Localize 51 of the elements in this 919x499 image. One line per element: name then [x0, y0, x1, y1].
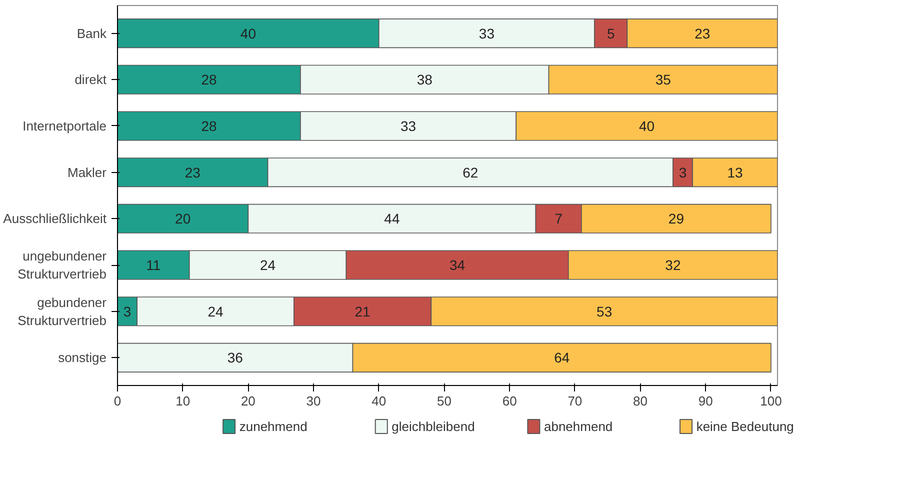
x-tick-label: 70	[568, 394, 582, 408]
y-tick-label: direkt	[74, 72, 107, 88]
data-label: 23	[184, 164, 201, 180]
data-label: 35	[655, 72, 672, 88]
data-label: 29	[668, 210, 684, 227]
legend-label: zunehmend	[239, 419, 308, 434]
y-tick-label: Bank	[76, 26, 107, 41]
x-tick-label: 80	[633, 394, 648, 408]
data-label: 7	[554, 210, 563, 227]
data-label: 3	[678, 164, 687, 180]
x-tick-label: 60	[502, 394, 517, 408]
data-label: 24	[208, 303, 224, 320]
x-tick-label: 30	[306, 394, 321, 408]
data-label: 20	[175, 210, 191, 227]
data-label: 38	[416, 72, 433, 88]
data-label: 28	[201, 118, 217, 134]
data-label: 5	[606, 25, 615, 42]
data-label: 24	[260, 257, 276, 274]
legend-label: abnehmend	[544, 419, 613, 434]
data-label: 40	[240, 25, 256, 42]
data-label: 3	[123, 303, 132, 320]
x-tick-label: 100	[760, 394, 782, 408]
data-label: 36	[227, 350, 244, 366]
data-label: 40	[639, 118, 655, 134]
data-label: 64	[554, 350, 570, 366]
x-tick-label: 10	[176, 394, 190, 408]
data-label: 33	[478, 25, 495, 42]
data-label: 21	[354, 303, 371, 320]
y-tick-label: Ausschließlichkeit	[3, 211, 107, 226]
data-label: 11	[146, 257, 161, 274]
y-tick-label: ungebundener Strukturvertrieb	[18, 248, 108, 282]
legend-label: keine Bedeutung	[696, 419, 794, 434]
y-tick-label: gebundener Strukturvertrieb	[18, 294, 108, 328]
data-label: 33	[400, 118, 416, 134]
data-label: 62	[462, 164, 478, 180]
y-tick-label: Internetportale	[22, 118, 107, 134]
data-label: 53	[596, 303, 612, 320]
x-tick-label: 40	[372, 394, 386, 408]
y-tick-label: sonstige	[58, 350, 106, 366]
data-label: 32	[665, 257, 681, 274]
data-label: 13	[727, 164, 744, 180]
data-label: 34	[450, 257, 466, 274]
legend-label: gleichbleibend	[392, 419, 475, 434]
x-tick-label: 0	[114, 394, 122, 408]
x-tick-label: 20	[240, 394, 256, 408]
x-tick-label: 90	[698, 394, 713, 408]
data-label: 23	[694, 25, 710, 42]
data-label: 28	[201, 72, 217, 88]
x-tick-label: 50	[437, 394, 452, 408]
data-label: 44	[384, 210, 400, 227]
y-tick-label: Makler	[67, 164, 108, 180]
